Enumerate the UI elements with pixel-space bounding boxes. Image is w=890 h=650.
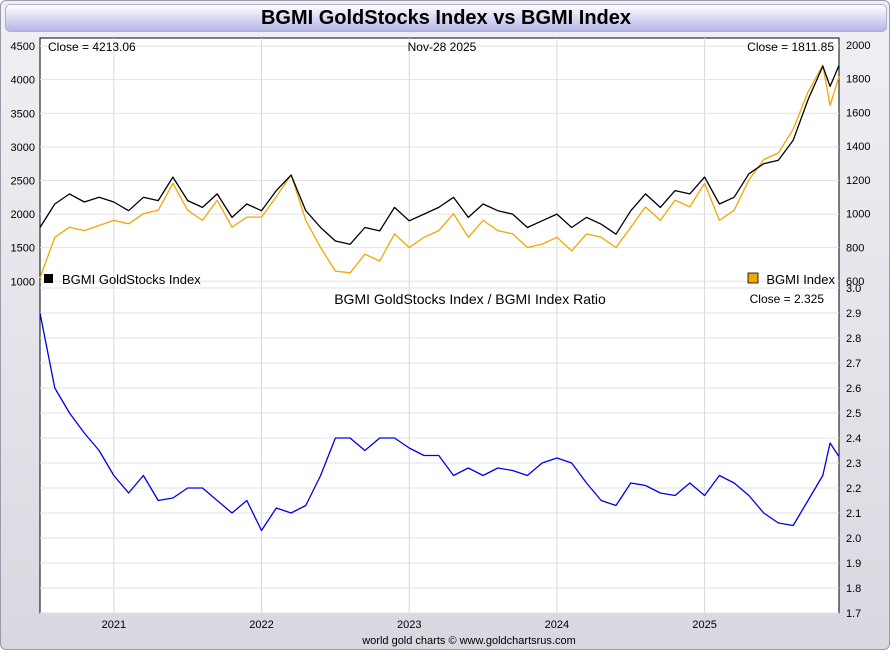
legend-bgmi-label: BGMI Index xyxy=(766,272,835,287)
ratio-series-group xyxy=(39,312,840,532)
legend-goldstocks-label: BGMI GoldStocks Index xyxy=(62,272,201,287)
ratio-axis-ticks: 1.7 1.8 1.9 2.0 2.1 2.2 2.3 2.4 2.5 2.6 2.7 2.8 2.9 3… xyxy=(846,283,861,620)
ratio-close-label: Close = 2.325 xyxy=(750,292,825,306)
bgmi-index-line xyxy=(39,64,840,279)
right-tick-label: 800 xyxy=(846,242,864,254)
date-label: Nov-28 2025 xyxy=(408,40,477,54)
left-tick-label: 1000 xyxy=(11,276,35,288)
right-tick-label: 2000 xyxy=(846,40,870,52)
ratio-panel xyxy=(39,287,840,614)
left-tick-label: 1500 xyxy=(11,243,35,255)
ratio-tick-label: 2.3 xyxy=(846,458,861,470)
ratio-tick-label: 2.4 xyxy=(846,433,861,445)
ratio-panel-grid xyxy=(40,287,839,614)
right-tick-label: 1600 xyxy=(846,107,870,119)
x-tick-label: 2022 xyxy=(249,619,273,631)
ratio-tick-label: 2.7 xyxy=(846,358,861,370)
left-tick-label: 4500 xyxy=(11,41,35,53)
price-panel xyxy=(39,37,840,289)
ratio-tick-label: 2.8 xyxy=(846,333,861,345)
ratio-tick-label: 1.9 xyxy=(846,558,861,570)
footer-credit: world gold charts © www.goldchartsrus.co… xyxy=(361,635,576,647)
left-tick-label: 3000 xyxy=(11,142,35,154)
ratio-tick-label: 2.2 xyxy=(846,483,861,495)
left-tick-label: 3500 xyxy=(11,108,35,120)
price-series-group xyxy=(39,64,840,279)
right-tick-label: 1200 xyxy=(846,175,870,187)
price-panel-grid xyxy=(40,38,839,288)
right-tick-label: 600 xyxy=(846,276,864,288)
right-axis-ticks: 600 800 1000 1200 1400 1600 1800 2000 xyxy=(846,40,870,288)
left-tick-label: 2500 xyxy=(11,175,35,187)
left-tick-label: 4000 xyxy=(11,75,35,87)
x-axis-ticks: 2021 2022 2023 2024 2025 xyxy=(102,619,717,631)
ratio-tick-label: 1.7 xyxy=(846,608,861,620)
ratio-tick-label: 2.1 xyxy=(846,508,861,520)
legend-swatch-bgmi xyxy=(747,272,759,284)
ratio-tick-label: 3.0 xyxy=(846,283,861,295)
ratio-panel-title: BGMI GoldStocks Index / BGMI Index Ratio xyxy=(334,291,606,307)
ratio-tick-label: 2.9 xyxy=(846,308,861,320)
goldstocks-index-line xyxy=(39,65,840,245)
ratio-tick-label: 1.8 xyxy=(846,583,861,595)
right-tick-label: 1400 xyxy=(846,141,870,153)
left-close-label: Close = 4213.06 xyxy=(48,40,136,54)
right-close-label: Close = 1811.85 xyxy=(747,40,834,54)
left-tick-label: 2000 xyxy=(11,209,35,221)
left-axis-ticks: 1000 1500 2000 2500 3000 3500 4000 4500 xyxy=(11,41,35,288)
legend-swatch-goldstocks xyxy=(44,274,53,283)
ratio-tick-label: 2.5 xyxy=(846,408,861,420)
right-tick-label: 1000 xyxy=(846,209,870,221)
x-tick-label: 2021 xyxy=(102,619,126,631)
ratio-tick-label: 2.0 xyxy=(846,533,861,545)
x-tick-label: 2024 xyxy=(545,619,569,631)
x-tick-label: 2023 xyxy=(397,619,421,631)
ratio-line xyxy=(39,312,840,532)
right-tick-label: 1800 xyxy=(846,74,870,86)
x-tick-label: 2025 xyxy=(692,619,716,631)
chart-title: BGMI GoldStocks Index vs BGMI Index xyxy=(5,4,887,32)
ratio-tick-label: 2.6 xyxy=(846,383,861,395)
